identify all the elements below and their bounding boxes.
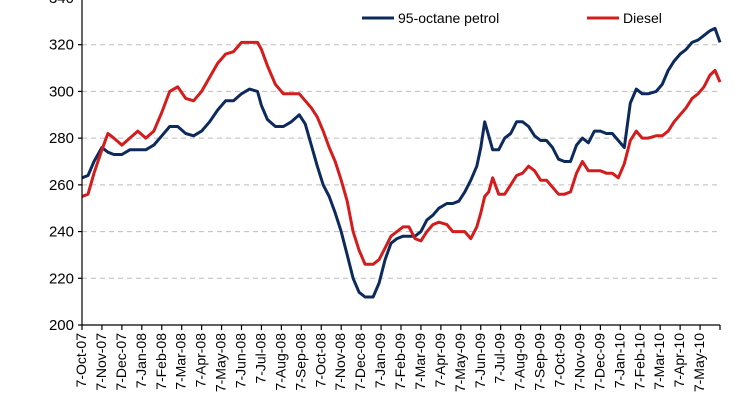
y-tick-label: 320 (49, 37, 74, 54)
x-tick-label: 7-Jul-09 (492, 333, 508, 384)
x-tick-label: 7-Nov-07 (93, 333, 109, 391)
x-tick-label: 7-May-08 (213, 333, 229, 392)
axes (78, 0, 721, 330)
legend-label-petrol: 95-octane petrol (398, 10, 499, 26)
x-tick-label: 7-Feb-09 (392, 333, 408, 390)
y-tick-label: 280 (49, 130, 74, 147)
x-tick-label: 7-Apr-08 (193, 333, 209, 388)
x-tick-label: 7-Dec-08 (352, 333, 368, 391)
x-tick-label: 7-Dec-09 (591, 333, 607, 391)
y-tick-label: 300 (49, 83, 74, 100)
x-tick-label: 7-Jan-10 (611, 333, 627, 388)
legend: 95-octane petrol Diesel (362, 10, 662, 26)
x-tick-label: 7-Oct-07 (73, 333, 89, 388)
x-tick-label: 7-Feb-08 (153, 333, 169, 390)
x-tick-label: 7-Apr-10 (671, 333, 687, 388)
x-tick-label: 7-Mar-09 (412, 333, 428, 390)
series-line-petrol (81, 26, 722, 299)
y-tick-labels: 200 220 240 260 280 300 320 340 (49, 0, 74, 334)
x-tick-label: 7-Jun-09 (472, 333, 488, 388)
x-tick-label: 7-May-09 (452, 333, 468, 392)
y-tick-label: 220 (49, 270, 74, 287)
y-tick-label: 200 (49, 317, 74, 334)
x-tick-label: 7-Mar-08 (173, 333, 189, 390)
y-tick-label: 340 (49, 0, 74, 7)
y-tick-label: 240 (49, 224, 74, 241)
x-tick-label: 7-Sep-08 (292, 333, 308, 391)
x-tick-label: 7-Jan-08 (133, 333, 149, 388)
x-tick-label: 7-Nov-09 (571, 333, 587, 391)
x-tick-label: 7-Jan-09 (372, 333, 388, 388)
series-lines (81, 26, 722, 299)
x-tick-label: 7-Apr-09 (432, 333, 448, 388)
x-tick-label: 7-Nov-08 (332, 333, 348, 391)
series-line-diesel (81, 40, 722, 266)
x-tick-label: 7-Oct-08 (312, 333, 328, 388)
x-tick-label: 7-Aug-09 (512, 333, 528, 391)
x-tick-label: 7-Mar-10 (651, 333, 667, 390)
x-tick-label: 7-Dec-07 (113, 333, 129, 391)
x-tick-label: 7-Feb-10 (631, 333, 647, 390)
x-tick-label: 7-Aug-08 (272, 333, 288, 391)
gridlines (82, 44, 720, 279)
x-tick-label: 7-May-10 (691, 333, 707, 392)
x-tick-label: 7-Jun-08 (233, 333, 249, 388)
legend-label-diesel: Diesel (623, 10, 662, 26)
x-tick-label: 7-Sep-09 (532, 333, 548, 391)
y-tick-label: 260 (49, 177, 74, 194)
x-tick-label: 7-Jul-08 (252, 333, 268, 384)
x-tick-labels: 7-Oct-07 7-Nov-07 7-Dec-07 7-Jan-08 7-Feb-08… (73, 333, 707, 392)
x-tick-label: 7-Oct-09 (552, 333, 568, 388)
